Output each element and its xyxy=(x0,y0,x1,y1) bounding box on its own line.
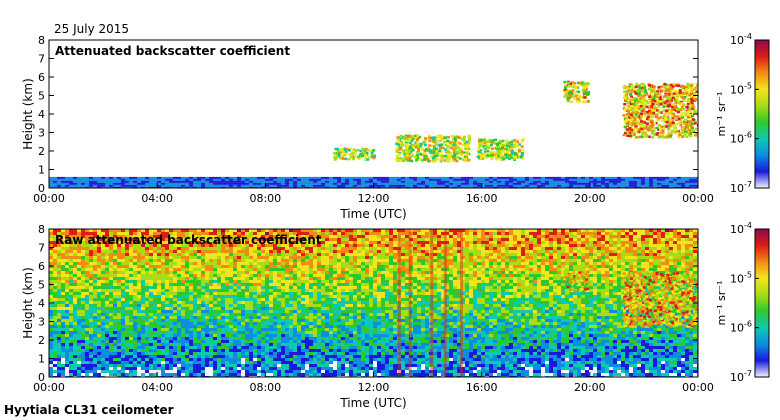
y-tick-label: 0 xyxy=(38,182,45,195)
colorbar-tick-label: 10-5 xyxy=(730,81,752,96)
feature-boundary-layer xyxy=(49,176,698,188)
x-tick-label: 12:00 xyxy=(358,381,390,394)
x-axis-label: Time (UTC) xyxy=(339,207,406,221)
y-tick-label: 4 xyxy=(38,108,45,121)
x-tick-label: 12:00 xyxy=(358,192,390,205)
y-tick-label: 3 xyxy=(38,316,45,329)
feature-cloud-d xyxy=(563,80,591,104)
panel-title: Raw attenuated backscatter coefficient xyxy=(55,233,322,247)
colorbar-label: m⁻¹ sr⁻¹ xyxy=(715,92,728,137)
feature-cloud-a xyxy=(333,147,376,161)
heatmap-cells xyxy=(49,80,698,188)
y-tick-label: 6 xyxy=(38,260,45,273)
colorbar-tick-label: 10-7 xyxy=(730,180,752,195)
feature-cloud-c xyxy=(476,138,525,161)
x-tick-label: 04:00 xyxy=(141,381,173,394)
x-tick-label: 08:00 xyxy=(249,381,281,394)
panel-raw-attenuated-backscatter: Raw attenuated backscatter coefficient 0 1… xyxy=(21,221,770,410)
y-tick-label: 1 xyxy=(38,164,45,177)
x-tick-label: 20:00 xyxy=(574,381,606,394)
x-tick-label: 00:00 xyxy=(33,192,65,205)
x-tick-label: 00:00 xyxy=(682,381,714,394)
y-tick-label: 2 xyxy=(38,334,45,347)
y-tick-label: 7 xyxy=(38,53,45,66)
panel-title: Attenuated backscatter coefficient xyxy=(55,44,290,58)
y-tick-label: 5 xyxy=(38,279,45,292)
x-tick-label: 08:00 xyxy=(249,192,281,205)
feature-cloud-e xyxy=(622,271,698,328)
x-tick-label: 16:00 xyxy=(466,192,498,205)
colorbar-tick-label: 10-4 xyxy=(730,221,752,236)
colorbar-tick-label: 10-4 xyxy=(730,32,752,47)
x-tick-label: 16:00 xyxy=(466,381,498,394)
y-tick-label: 8 xyxy=(38,34,45,47)
colorbar-tick-label: 10-6 xyxy=(730,131,752,146)
x-tick-label: 04:00 xyxy=(141,192,173,205)
x-axis-label: Time (UTC) xyxy=(339,396,406,410)
y-tick-label: 3 xyxy=(38,127,45,140)
y-tick-label: 4 xyxy=(38,297,45,310)
y-axis-label: Height (km) xyxy=(21,267,35,338)
feature-cloud-d xyxy=(562,270,591,293)
footer-label: Hyytiala CL31 ceilometer xyxy=(4,403,174,417)
colorbar-tick-label: 10-5 xyxy=(730,270,752,285)
feature-cloud-e xyxy=(622,82,698,139)
y-tick-label: 0 xyxy=(38,371,45,384)
feature-cloud-b xyxy=(395,134,472,163)
colorbar xyxy=(754,39,770,189)
x-tick-label: 20:00 xyxy=(574,192,606,205)
colorbar-tick-label: 10-6 xyxy=(730,320,752,335)
panel-attenuated-backscatter: Attenuated backscatter coefficient 0 1 2 3 4 5… xyxy=(21,32,770,221)
heatmap-cells xyxy=(49,229,698,377)
y-tick-label: 5 xyxy=(38,90,45,103)
feature-noise-field xyxy=(49,229,698,377)
date-label: 25 July 2015 xyxy=(54,22,129,36)
x-tick-label: 00:00 xyxy=(682,192,714,205)
y-axis-label: Height (km) xyxy=(21,78,35,149)
y-tick-label: 8 xyxy=(38,223,45,236)
plot-area xyxy=(49,40,698,188)
y-tick-label: 2 xyxy=(38,145,45,158)
y-tick-label: 1 xyxy=(38,353,45,366)
y-tick-label: 6 xyxy=(38,71,45,84)
colorbar xyxy=(754,228,770,378)
colorbar-label: m⁻¹ sr⁻¹ xyxy=(715,281,728,326)
title-bg xyxy=(53,43,275,58)
y-tick-label: 7 xyxy=(38,242,45,255)
x-tick-label: 00:00 xyxy=(33,381,65,394)
colorbar-tick-label: 10-7 xyxy=(730,369,752,384)
